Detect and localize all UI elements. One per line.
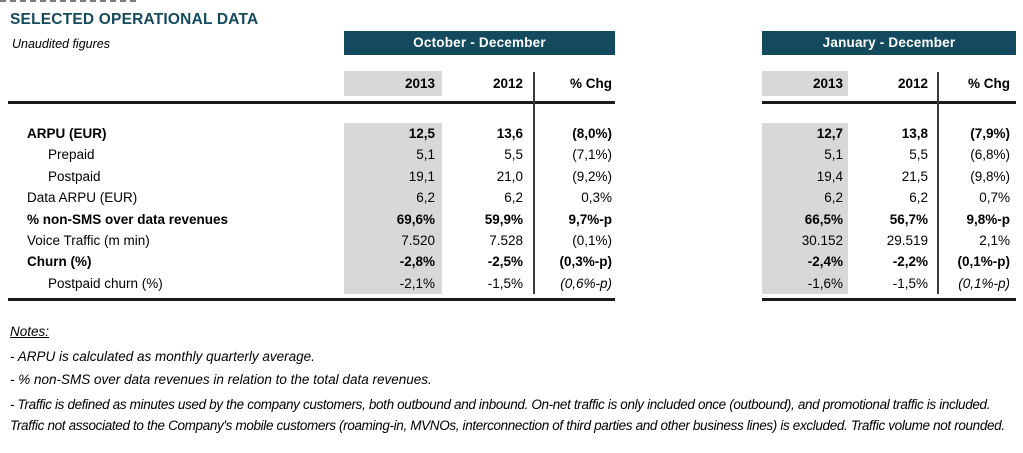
cell-octdec-chg: 9,7%-p xyxy=(568,211,612,227)
cell-jandec-chg: 0,7% xyxy=(979,190,1010,206)
cell-octdec-chg: (0,6%-p) xyxy=(560,275,612,291)
table-row-arpu: ARPU (EUR) 12,5 13,6 (8,0%) 12,7 13,8 (7… xyxy=(0,123,1023,144)
header-cell-highlight-2013-left xyxy=(344,71,442,96)
notes-heading: Notes: xyxy=(10,324,50,339)
table-row-data-arpu: Data ARPU (EUR) 6,2 6,2 0,3% 6,2 6,2 0,7… xyxy=(0,187,1023,208)
cell-octdec-2012: 6,2 xyxy=(504,190,523,206)
cell-jandec-2012: -1,5% xyxy=(892,275,928,291)
note-arpu: - ARPU is calculated as monthly quarterl… xyxy=(10,349,315,364)
cell-jandec-chg: (0,1%-p) xyxy=(957,254,1010,270)
cell-octdec-2012: 7.528 xyxy=(489,232,523,248)
period-header-jan-dec: January - December xyxy=(762,31,1016,55)
row-label: Postpaid churn (%) xyxy=(48,275,163,291)
cell-jandec-2012: 6,2 xyxy=(909,190,928,206)
cell-jandec-chg: (9,8%) xyxy=(970,168,1010,184)
cell-octdec-chg: (7,1%) xyxy=(572,147,612,163)
row-label: Data ARPU (EUR) xyxy=(27,190,138,206)
cell-octdec-2013: 6,2 xyxy=(416,190,435,206)
cell-octdec-2013: 12,5 xyxy=(408,126,435,141)
cell-jandec-chg: (0,1%-p) xyxy=(958,275,1010,291)
cell-jandec-2012: 5,5 xyxy=(909,147,928,163)
row-label: Voice Traffic (m min) xyxy=(27,232,150,248)
col-header-2012-octdec: 2012 xyxy=(492,76,523,91)
note-non-sms: - % non-SMS over data revenues in relati… xyxy=(10,371,432,387)
cell-octdec-2013: 69,6% xyxy=(396,211,435,227)
cell-octdec-2012: 5,5 xyxy=(504,147,523,163)
row-label: Prepaid xyxy=(48,147,95,163)
row-label: Postpaid xyxy=(48,168,101,184)
header-cell-highlight-2013-right xyxy=(762,71,848,96)
cell-octdec-chg: (0,3%-p) xyxy=(559,254,612,270)
cell-jandec-chg: (7,9%) xyxy=(970,126,1010,141)
cell-octdec-2013: 19,1 xyxy=(408,168,435,184)
row-label: Churn (%) xyxy=(27,254,92,270)
cell-octdec-2013: 7.520 xyxy=(401,232,435,248)
cell-jandec-2013: 66,5% xyxy=(804,211,843,227)
note-traffic: - Traffic is defined as minutes used by … xyxy=(10,397,1005,433)
col-header-2013-octdec: 2013 xyxy=(404,76,435,91)
cell-jandec-2013: -2,4% xyxy=(807,254,843,270)
cell-jandec-2012: 21,5 xyxy=(901,168,928,184)
table-row-postpaid: Postpaid 19,1 21,0 (9,2%) 19,4 21,5 (9,8… xyxy=(0,166,1023,187)
column-highlight-2013-right xyxy=(762,123,848,294)
cell-octdec-chg: (8,0%) xyxy=(572,126,612,141)
bottom-rule-left xyxy=(8,298,615,301)
table-row-voice-traffic: Voice Traffic (m min) 7.520 7.528 (0,1%)… xyxy=(0,230,1023,251)
cell-jandec-2012: 56,7% xyxy=(889,211,928,227)
col-header-chg-jandec: % Chg xyxy=(968,76,1010,91)
cell-jandec-2013: -1,6% xyxy=(807,275,843,291)
cell-octdec-2013: 5,1 xyxy=(416,147,435,163)
cell-octdec-2012: 21,0 xyxy=(496,168,523,184)
cell-octdec-chg: 0,3% xyxy=(581,190,612,206)
table-row-non-sms: % non-SMS over data revenues 69,6% 59,9%… xyxy=(0,209,1023,230)
column-divider-left xyxy=(533,72,535,294)
column-header-row: 2013 2012 % Chg 2013 2012 % Chg xyxy=(0,71,1023,96)
data-rows: ARPU (EUR) 12,5 13,6 (8,0%) 12,7 13,8 (7… xyxy=(0,123,1023,294)
cell-jandec-2013: 5,1 xyxy=(824,147,843,163)
cell-jandec-2013: 6,2 xyxy=(824,190,843,206)
header-rule-left xyxy=(8,101,615,104)
cell-octdec-2013: -2,8% xyxy=(399,254,435,270)
table-row-postpaid-churn: Postpaid churn (%) -2,1% -1,5% (0,6%-p) … xyxy=(0,273,1023,294)
column-divider-right xyxy=(937,72,939,294)
page-top-dashed-line xyxy=(0,0,136,2)
cell-jandec-2013: 12,7 xyxy=(816,126,843,141)
column-highlight-2013-left xyxy=(344,123,442,294)
cell-octdec-2012: 13,6 xyxy=(496,126,523,141)
row-label: % non-SMS over data revenues xyxy=(27,211,229,227)
cell-octdec-2013: -2,1% xyxy=(399,275,435,291)
page-title: SELECTED OPERATIONAL DATA xyxy=(10,11,259,28)
col-header-2012-jandec: 2012 xyxy=(897,76,928,91)
cell-jandec-2012: -2,2% xyxy=(892,254,928,270)
row-label: ARPU (EUR) xyxy=(27,126,107,141)
table-row-churn: Churn (%) -2,8% -2,5% (0,3%-p) -2,4% -2,… xyxy=(0,251,1023,272)
cell-jandec-2012: 13,8 xyxy=(901,126,928,141)
table-row-prepaid: Prepaid 5,1 5,5 (7,1%) 5,1 5,5 (6,8%) xyxy=(0,144,1023,165)
page-subtitle: Unaudited figures xyxy=(12,37,110,51)
cell-octdec-2012: -1,5% xyxy=(487,275,523,291)
cell-jandec-2013: 30.152 xyxy=(801,232,843,248)
col-header-2013-jandec: 2013 xyxy=(812,76,843,91)
bottom-rule-right xyxy=(762,298,1016,301)
cell-jandec-chg: 9,8%-p xyxy=(966,211,1010,227)
cell-jandec-2012: 29.519 xyxy=(886,232,928,248)
col-header-chg-octdec: % Chg xyxy=(570,76,612,91)
header-rule-right xyxy=(762,101,1016,104)
cell-octdec-chg: (0,1%) xyxy=(572,232,612,248)
period-header-oct-dec: October - December xyxy=(344,31,615,55)
cell-octdec-2012: -2,5% xyxy=(487,254,523,270)
cell-octdec-chg: (9,2%) xyxy=(572,168,612,184)
cell-jandec-2013: 19,4 xyxy=(816,168,843,184)
cell-octdec-2012: 59,9% xyxy=(484,211,523,227)
notes-section: Notes: - ARPU is calculated as monthly q… xyxy=(10,324,1016,443)
cell-jandec-chg: (6,8%) xyxy=(970,147,1010,163)
cell-jandec-chg: 2,1% xyxy=(979,232,1010,248)
